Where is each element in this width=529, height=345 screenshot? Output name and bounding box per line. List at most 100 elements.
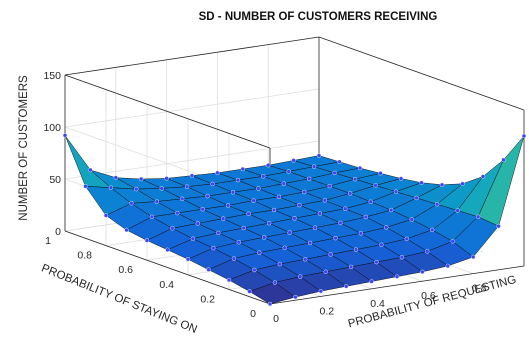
data-point-marker [256,186,261,191]
data-point-marker [328,252,333,257]
data-point-marker [241,225,246,231]
data-point-marker [312,225,318,230]
data-point-marker [216,230,221,236]
data-point-marker [292,216,297,221]
data-point-marker [302,189,307,195]
data-point-marker [318,289,323,294]
data-point-marker [311,164,317,169]
back-wall-z-gridline [64,140,320,180]
data-point-marker [257,250,262,255]
data-point-marker [475,214,481,219]
data-point-marker [373,183,378,188]
data-point-marker [165,247,170,253]
data-point-marker [185,257,191,262]
data-point-marker [129,201,134,206]
data-point-marker [266,220,272,226]
data-point-marker [195,221,201,226]
data-point-marker [164,176,169,181]
data-point-marker [272,280,278,285]
data-point-marker [379,242,384,247]
data-point-marker [333,235,338,241]
data-point-marker [425,249,430,254]
data-point-marker [363,214,368,220]
data-point-marker [338,220,343,226]
data-point-marker [450,239,455,244]
surface-mesh [64,135,525,305]
data-point-marker [398,176,404,181]
data-point-marker [394,274,400,279]
data-point-marker [430,227,435,233]
data-point-marker [460,181,465,186]
data-point-marker [352,176,358,182]
y-tick-label: 1 [45,235,51,247]
data-point-marker [154,199,160,204]
data-point-marker [225,203,231,208]
data-point-marker [262,235,267,240]
data-point-marker [287,230,292,235]
data-point-marker [358,231,364,236]
data-point-marker [291,158,296,163]
z-axis-label: NUMBER OF CUSTOMERS [18,75,30,221]
data-point-marker [230,190,236,195]
data-point-marker [286,169,291,174]
data-point-marker [246,211,251,217]
data-point-marker [282,245,287,251]
data-point-marker [455,208,460,213]
x-tick-label: 0.4 [370,298,385,310]
z-tick-label: 100 [43,122,61,134]
data-point-marker [343,206,348,211]
data-point-marker [471,254,476,260]
axis-box-edge [64,74,271,149]
data-point-marker [353,247,359,252]
data-point-marker [374,259,379,265]
data-point-marker [496,223,501,229]
data-point-marker [231,256,237,261]
data-point-marker [108,185,114,190]
data-point-marker [205,193,210,199]
data-point-marker [357,165,363,171]
data-point-marker [348,264,354,270]
axis-box-edge [64,36,320,76]
data-point-marker [124,227,129,233]
y-tick-label: 0.2 [200,293,215,305]
data-point-marker [62,133,68,138]
data-point-marker [103,213,109,218]
data-point-marker [267,301,273,307]
data-point-marker [210,181,215,187]
data-point-marker [226,277,232,283]
data-point-marker [252,267,257,273]
axis-box-edge [269,265,525,305]
data-point-marker [368,199,373,204]
data-point-marker [317,211,323,216]
x-tick-label: 0.8 [472,283,487,295]
data-point-marker [206,267,211,272]
data-point-marker [189,173,195,178]
data-point-marker [445,263,450,269]
y-tick-label: 0.8 [77,250,92,262]
data-point-marker [297,202,302,208]
data-point-marker [332,170,337,176]
data-point-marker [159,186,164,191]
data-point-marker [175,210,180,216]
data-point-marker [251,198,256,203]
z-tick-label: 0 [55,226,61,238]
data-point-marker [293,294,298,300]
data-point-marker [266,163,271,168]
x-tick-label: 0.2 [319,305,334,317]
data-point-marker [501,157,506,163]
data-point-marker [344,284,349,289]
data-point-marker [144,238,150,243]
data-point-marker [384,225,389,230]
x-tick-label: 0 [273,313,279,325]
axis-box-edge [64,230,271,305]
data-point-marker [307,176,312,182]
data-point-marker [298,274,303,279]
axis-box-edge [318,36,525,111]
y-tick-label: 0.6 [118,264,133,276]
data-point-marker [521,133,527,139]
data-point-marker [271,207,277,213]
data-point-marker [261,174,266,179]
